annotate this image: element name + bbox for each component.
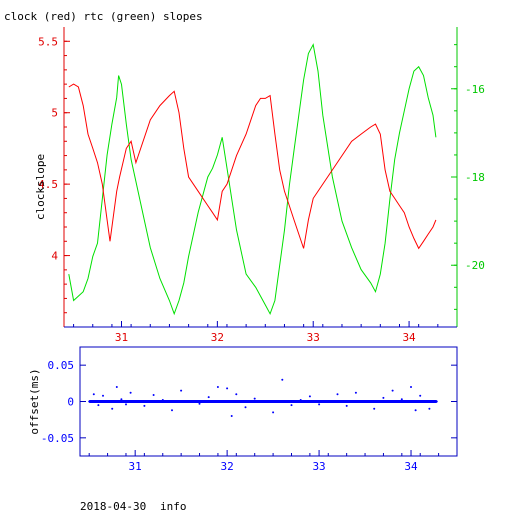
offset-y-axis-label: offset(ms) [28,368,41,434]
footer-info: info [160,500,187,512]
offset-y-tick-label: -0.05 [41,432,74,445]
offset-point [327,400,330,403]
offset-point [115,386,118,388]
offset-x-tick-label: 31 [129,460,142,473]
offset-point [318,403,321,406]
right-tick-label: -20 [465,259,485,272]
right-tick-label: -18 [465,171,485,184]
offset-point [364,400,366,403]
offset-point [354,391,357,394]
offset-point [129,391,132,394]
offset-point [244,406,247,409]
offset-point [111,407,114,410]
y-axis-label: clockslope [34,154,47,220]
offset-panel: -0.05 0 0.05 31 32 33 34 offset(ms) [28,346,458,473]
offset-point [216,386,219,388]
offset-point [143,404,146,407]
footer: 2018-04-30 info [80,500,187,513]
offset-point [207,396,210,399]
offset-point [180,389,183,392]
left-tick-label: 5 [51,107,58,120]
rtc-slope-line [68,43,437,316]
offset-point [414,409,417,412]
offset-point [290,404,293,407]
offset-point [308,395,311,398]
offset-point [336,393,339,396]
offset-point [92,393,95,396]
offset-point [120,398,123,401]
offset-point [262,400,265,403]
offset-y-tick-label: 0 [67,396,74,409]
offset-point [382,396,385,399]
offset-point [299,399,302,401]
offset-x-tick-label: 33 [312,460,325,473]
offset-point [88,400,91,403]
offset-point [428,407,431,410]
clock-slope-line [68,83,437,250]
offset-point [198,402,201,405]
offset-point [226,387,229,390]
x-tick-label: 31 [115,331,128,344]
offset-point [253,397,256,400]
offset-point [435,400,438,403]
left-tick-label: 5.5 [38,35,58,48]
left-tick-label: 4 [51,250,58,263]
offset-x-tick-label: 34 [404,460,418,473]
offset-point [189,400,192,403]
offset-point [235,393,238,396]
x-tick-label: 32 [211,331,224,344]
offset-point [134,400,137,403]
left-tick-label: 4.5 [38,178,58,191]
offset-point [106,400,109,403]
right-tick-label: -16 [465,83,485,96]
x-tick-label: 33 [307,331,320,344]
slopes-panel: clock (red) rtc (green) slopes 4 4.5 5 5.5 -2… [4,10,485,344]
offset-point [161,399,164,401]
footer-date: 2018-04-30 [80,500,146,512]
offset-point [171,409,173,412]
offset-point [102,394,104,397]
x-tick-label: 34 [402,331,416,344]
offset-point [97,404,100,407]
offset-point [272,411,275,414]
offset-point [281,378,284,381]
offset-point [230,415,233,417]
offset-point [400,398,403,401]
offset-y-tick-label: 0.05 [48,359,75,372]
offset-point [419,394,422,397]
offset-point [125,403,127,406]
offset-point [345,404,348,407]
offset-point [152,394,155,396]
offset-point [373,407,376,410]
offset-x-tick-label: 32 [220,460,233,473]
offset-point [391,389,394,392]
offset-point [410,386,412,388]
chart-title: clock (red) rtc (green) slopes [4,10,203,23]
